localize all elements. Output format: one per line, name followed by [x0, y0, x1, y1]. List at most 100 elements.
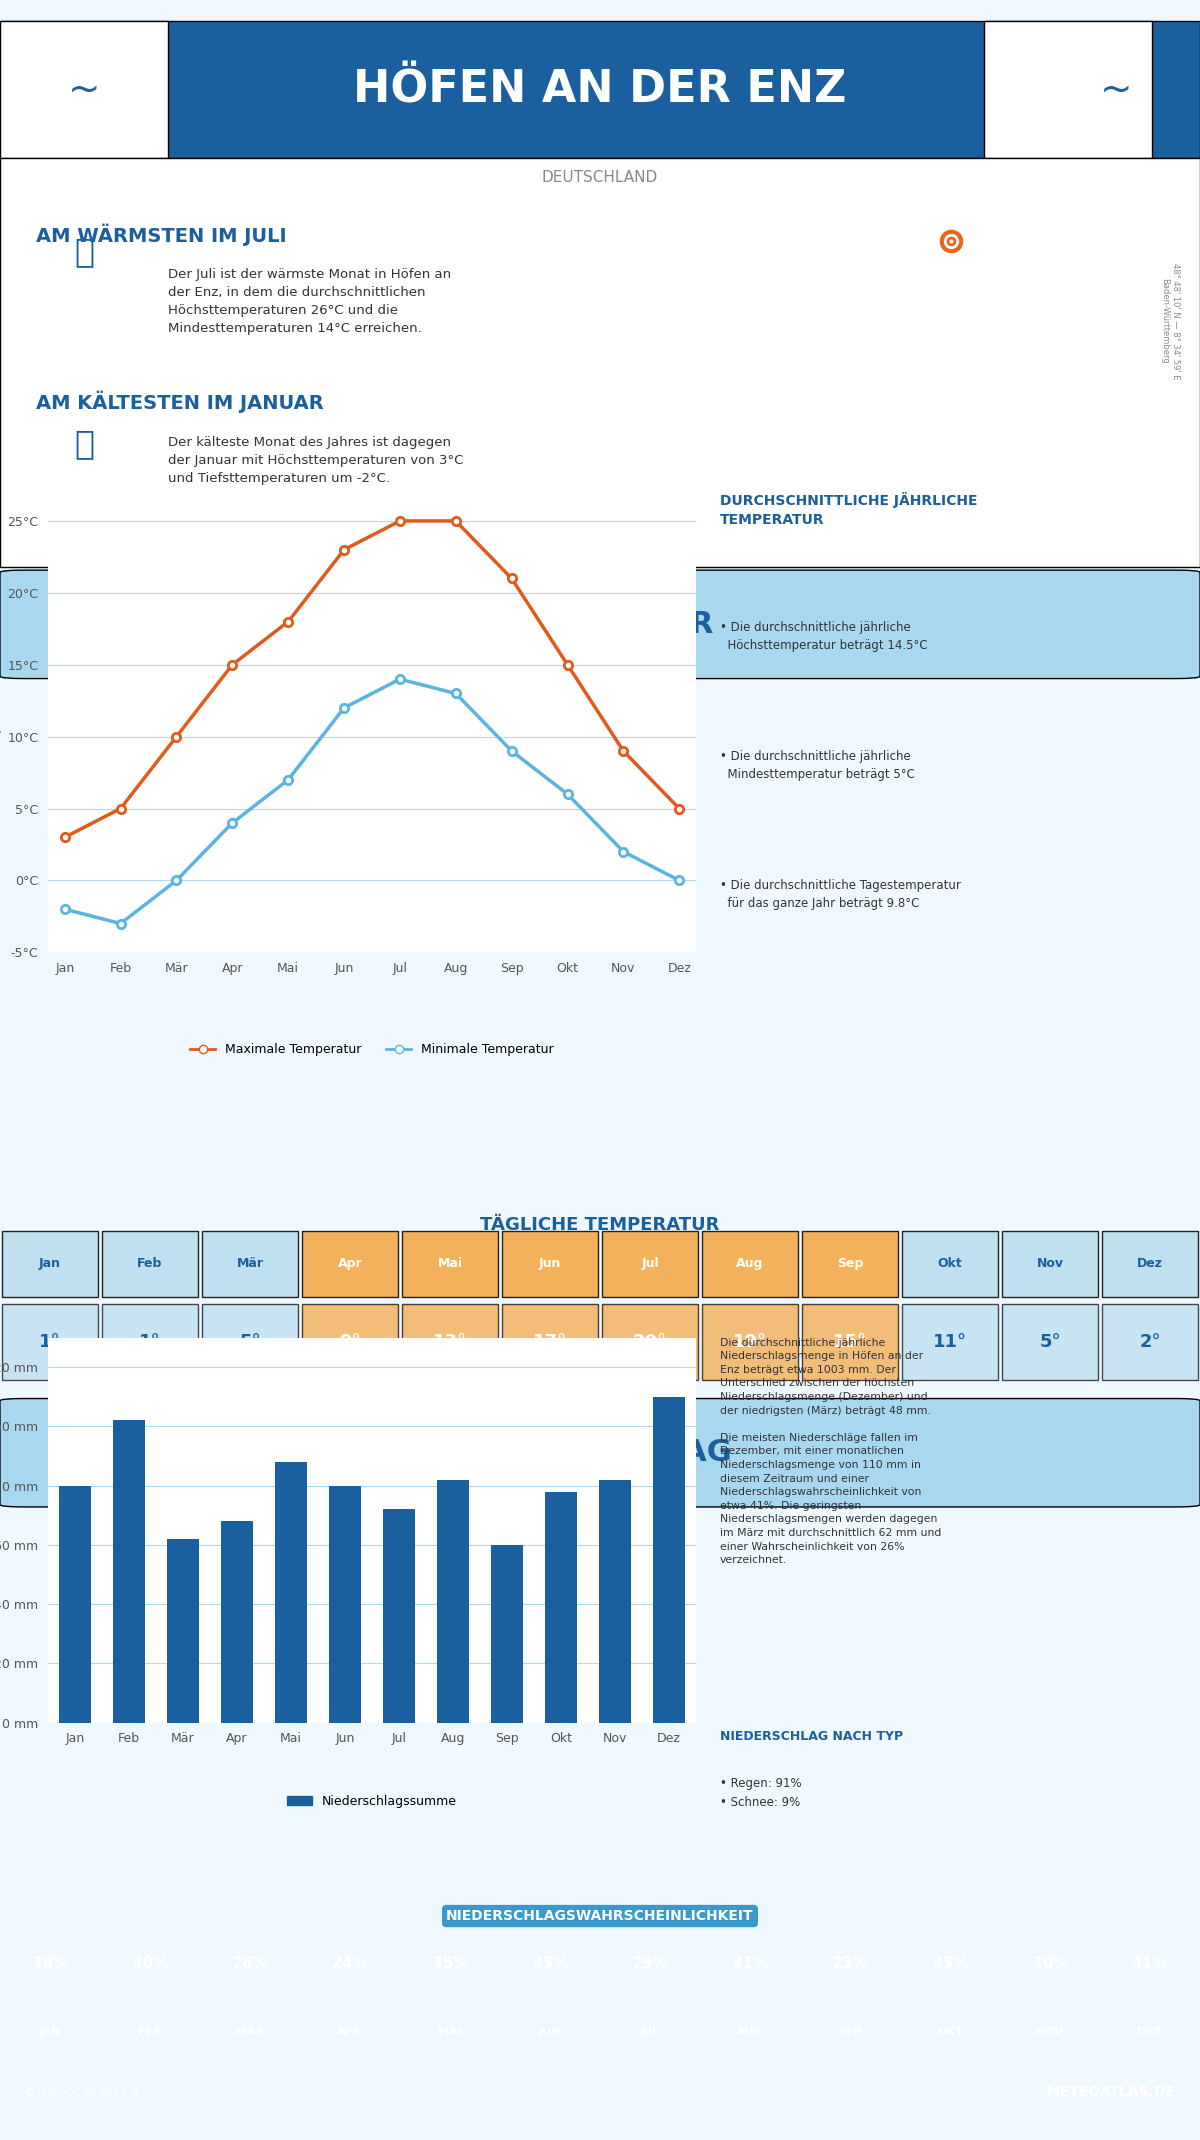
Text: DEZ: DEZ — [1138, 2027, 1163, 2037]
Text: DEUTSCHLAND: DEUTSCHLAND — [542, 169, 658, 184]
Text: Dez: Dez — [1138, 1258, 1163, 1271]
Bar — [221, 1522, 253, 1723]
FancyBboxPatch shape — [503, 1305, 598, 1380]
Text: NIEDERSCHLAG: NIEDERSCHLAG — [468, 1438, 732, 1468]
Text: 17°: 17° — [533, 1333, 568, 1350]
Text: 31%: 31% — [732, 1956, 768, 1971]
Text: 15°: 15° — [833, 1333, 868, 1350]
Text: Mai: Mai — [438, 1258, 462, 1271]
FancyBboxPatch shape — [602, 1230, 697, 1297]
Text: Nov: Nov — [1037, 1258, 1063, 1271]
Text: JUL: JUL — [640, 2027, 660, 2037]
Text: 1°: 1° — [139, 1333, 161, 1350]
Text: 5°: 5° — [239, 1333, 260, 1350]
Text: Sep: Sep — [836, 1258, 863, 1271]
Text: SEP: SEP — [838, 2027, 862, 2037]
Text: ☀: ☀ — [53, 603, 91, 646]
FancyBboxPatch shape — [0, 569, 1200, 678]
Text: 🌡: 🌡 — [74, 235, 94, 268]
Text: • Die durchschnittliche jährliche
  Mindesttemperatur beträgt 5°C: • Die durchschnittliche jährliche Mindes… — [720, 749, 914, 781]
Text: MAI: MAI — [438, 2027, 462, 2037]
Text: 30%: 30% — [1032, 1956, 1068, 1971]
Bar — [167, 1539, 199, 1723]
Text: TÄGLICHE TEMPERATUR: TÄGLICHE TEMPERATUR — [480, 1216, 720, 1235]
Text: 5°: 5° — [1039, 1333, 1061, 1350]
Text: FEB: FEB — [138, 2027, 162, 2037]
Text: NIEDERSCHLAGSWAHRSCHEINLICHKEIT: NIEDERSCHLAGSWAHRSCHEINLICHKEIT — [446, 1909, 754, 1924]
Bar — [437, 1479, 469, 1723]
Bar — [653, 1397, 685, 1723]
FancyBboxPatch shape — [2, 1305, 97, 1380]
Text: 19°: 19° — [733, 1333, 767, 1350]
Legend: Maximale Temperatur, Minimale Temperatur: Maximale Temperatur, Minimale Temperatur — [185, 1038, 559, 1061]
Text: APR: APR — [337, 2027, 362, 2037]
Text: • Regen: 91%
• Schnee: 9%: • Regen: 91% • Schnee: 9% — [720, 1776, 802, 1808]
Text: JUN: JUN — [539, 2027, 562, 2037]
FancyBboxPatch shape — [803, 1230, 898, 1297]
Bar — [59, 1485, 91, 1723]
Text: DURCHSCHNITTLICHE JÄHRLICHE
TEMPERATUR: DURCHSCHNITTLICHE JÄHRLICHE TEMPERATUR — [720, 492, 978, 526]
FancyBboxPatch shape — [402, 1230, 498, 1297]
Text: AUG: AUG — [737, 2027, 763, 2037]
FancyBboxPatch shape — [302, 1230, 397, 1297]
FancyBboxPatch shape — [203, 1305, 298, 1380]
Text: 20°: 20° — [632, 1333, 667, 1350]
Text: JAN: JAN — [40, 2027, 61, 2037]
Text: 26%: 26% — [232, 1956, 269, 1971]
FancyBboxPatch shape — [0, 1400, 1200, 1507]
Text: • Die durchschnittliche jährliche
  Höchsttemperatur beträgt 14.5°C: • Die durchschnittliche jährliche Höchst… — [720, 621, 928, 653]
Text: Feb: Feb — [137, 1258, 163, 1271]
Text: AM WÄRMSTEN IM JULI: AM WÄRMSTEN IM JULI — [36, 223, 287, 246]
FancyBboxPatch shape — [302, 1305, 397, 1380]
Text: 11°: 11° — [932, 1333, 967, 1350]
FancyBboxPatch shape — [503, 1230, 598, 1297]
Text: 30%: 30% — [132, 1956, 168, 1971]
Text: 13°: 13° — [433, 1333, 467, 1350]
Text: 🌡: 🌡 — [74, 428, 94, 460]
Text: TEMPERATUR: TEMPERATUR — [486, 610, 714, 640]
Text: NIEDERSCHLAG NACH TYP: NIEDERSCHLAG NACH TYP — [720, 1731, 904, 1744]
Text: 41%: 41% — [1132, 1956, 1168, 1971]
Bar — [383, 1509, 415, 1723]
Text: 35%: 35% — [432, 1956, 468, 1971]
Text: Jun: Jun — [539, 1258, 562, 1271]
Text: 38%: 38% — [31, 1956, 68, 1971]
Text: NOV: NOV — [1037, 2027, 1063, 2037]
Text: 9°: 9° — [340, 1333, 361, 1350]
Text: OKT: OKT — [937, 2027, 962, 2037]
Text: MÄR: MÄR — [236, 2027, 264, 2037]
Text: Jan: Jan — [38, 1258, 61, 1271]
Text: 29%: 29% — [631, 1956, 668, 1971]
Text: Der Juli ist der wärmste Monat in Höfen an
der Enz, in dem die durchschnittliche: Der Juli ist der wärmste Monat in Höfen … — [168, 268, 451, 336]
Legend: Niederschlagssumme: Niederschlagssumme — [282, 1789, 462, 1813]
Bar — [545, 1492, 577, 1723]
Text: Mär: Mär — [236, 1258, 264, 1271]
FancyBboxPatch shape — [1002, 1230, 1098, 1297]
Y-axis label: Temperatur: Temperatur — [0, 687, 1, 758]
FancyBboxPatch shape — [602, 1305, 697, 1380]
FancyBboxPatch shape — [702, 1305, 798, 1380]
Bar — [275, 1462, 307, 1723]
Bar — [491, 1545, 523, 1723]
Text: Die durchschnittliche jährliche
Niederschlagsmenge in Höfen an der
Enz beträgt e: Die durchschnittliche jährliche Niedersc… — [720, 1338, 941, 1564]
Text: METEOATLAS.DE: METEOATLAS.DE — [1046, 2084, 1176, 2099]
Text: ~: ~ — [1099, 71, 1133, 109]
Bar — [329, 1485, 361, 1723]
FancyBboxPatch shape — [2, 1230, 97, 1297]
FancyBboxPatch shape — [984, 21, 1152, 158]
Text: 🗺: 🗺 — [871, 293, 905, 349]
FancyBboxPatch shape — [1103, 1230, 1198, 1297]
Bar — [113, 1421, 145, 1723]
Text: • Die durchschnittliche Tagestemperatur
  für das ganze Jahr beträgt 9.8°C: • Die durchschnittliche Tagestemperatur … — [720, 880, 961, 910]
Bar — [599, 1479, 631, 1723]
Text: ☁: ☁ — [53, 1434, 91, 1472]
FancyBboxPatch shape — [902, 1230, 997, 1297]
FancyBboxPatch shape — [203, 1230, 298, 1297]
FancyBboxPatch shape — [102, 1305, 198, 1380]
Text: Apr: Apr — [337, 1258, 362, 1271]
Text: 33%: 33% — [931, 1956, 968, 1971]
FancyBboxPatch shape — [1002, 1305, 1098, 1380]
FancyBboxPatch shape — [402, 1305, 498, 1380]
FancyBboxPatch shape — [803, 1305, 898, 1380]
FancyBboxPatch shape — [1103, 1305, 1198, 1380]
